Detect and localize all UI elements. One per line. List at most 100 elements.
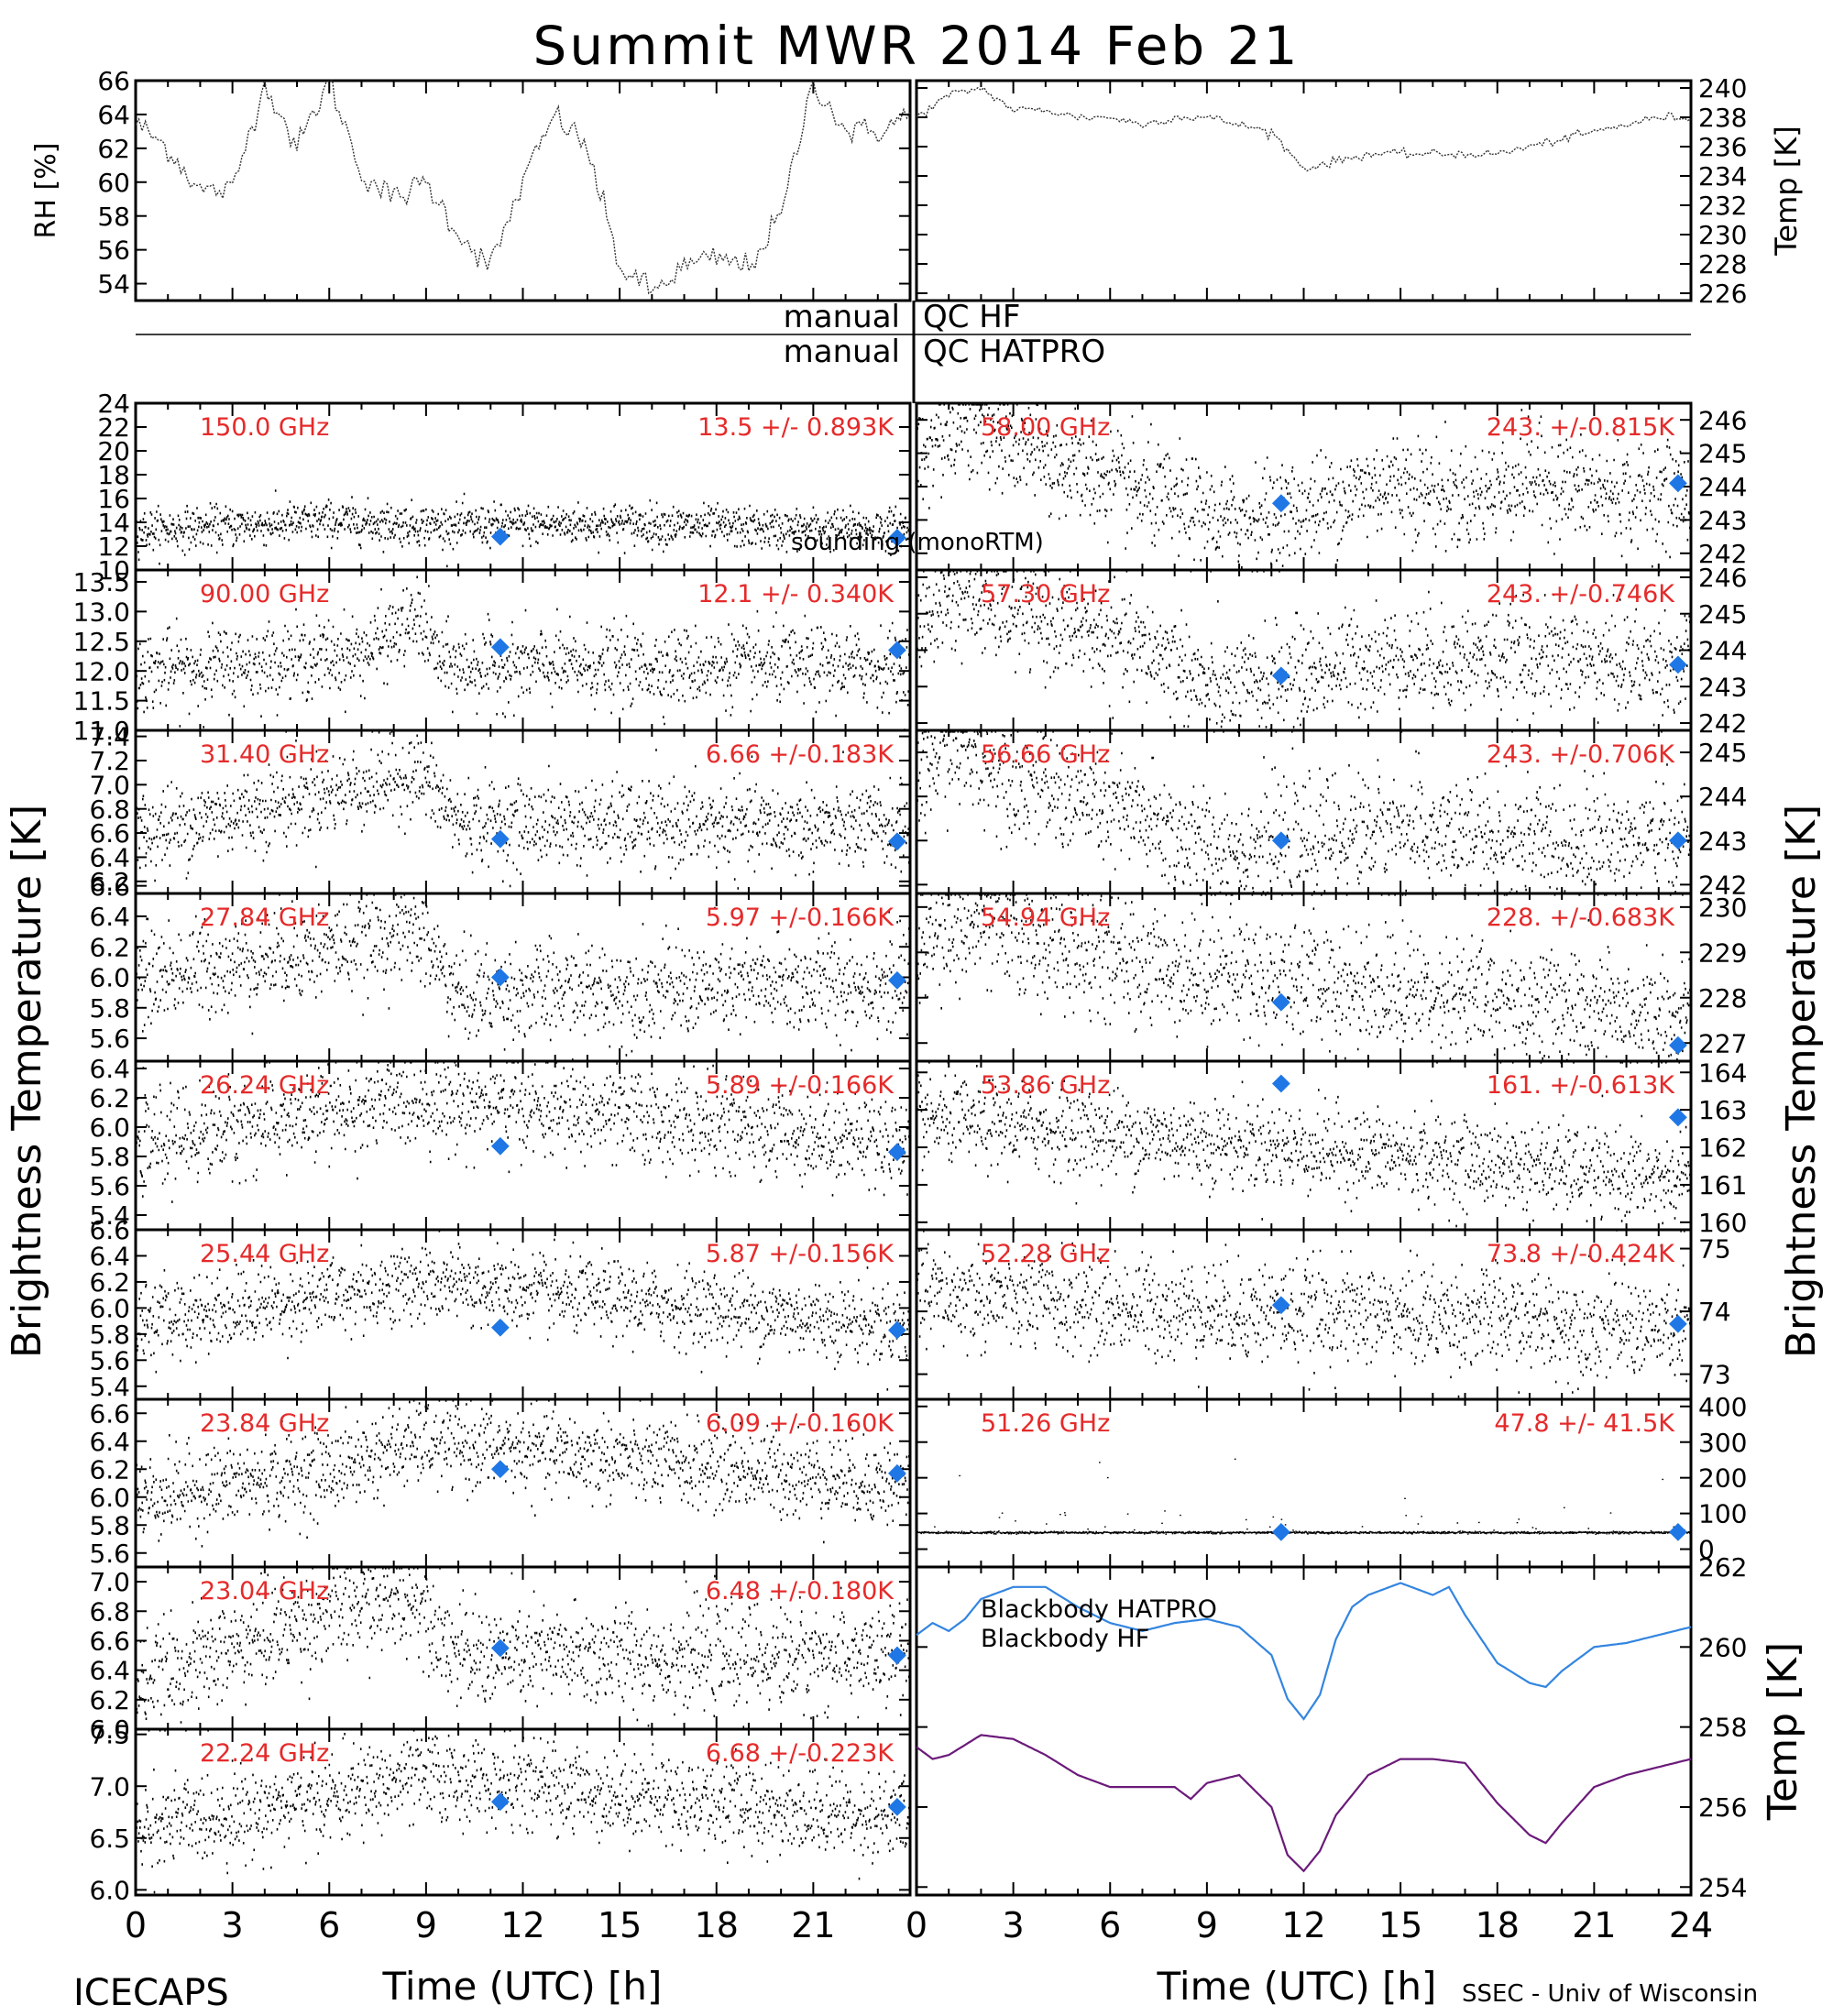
y-tick-label: 22: [97, 412, 130, 443]
y-tick-label: 13.5: [73, 567, 130, 597]
y-tick-label: 6.4: [89, 843, 130, 873]
stats-label: 73.8 +/-0.424K: [1487, 1240, 1675, 1268]
y-tick-label: 16: [97, 484, 130, 514]
y-tick-label: 6.2: [89, 1083, 130, 1113]
stats-label: 6.09 +/-0.160K: [706, 1409, 895, 1438]
sounding-point: [1271, 1522, 1290, 1541]
y-tick-label: 6.0: [89, 1112, 130, 1143]
sounding-point: [1271, 1296, 1290, 1315]
y-tick-label: 6.4: [89, 1242, 130, 1272]
panel-51.26-ghz: 0 100 200 300 400 51.26 GHz 47.8 +/- 41.5K: [915, 1392, 1747, 1569]
sounding-point: [490, 1136, 510, 1156]
obs-points: [135, 1230, 911, 1391]
sounding-point: [1271, 1074, 1290, 1093]
panel-22.24-ghz: 6.0 6.5 7.0 7.5 22.24 GHz 6.68 +/-0.223K: [89, 1720, 912, 1905]
y-axis-label-right: Brightness Temperature [K]: [1778, 805, 1825, 1358]
y-tick-label: 240: [1698, 73, 1747, 104]
stats-label: 5.89 +/-0.166K: [706, 1071, 895, 1100]
sounding-point: [490, 1460, 510, 1479]
y-tick-label: 6.8: [89, 1596, 130, 1627]
freq-label: 27.84 GHz: [200, 904, 329, 932]
blackbody-axis-label: Temp [K]: [1760, 1642, 1806, 1821]
obs-points: [916, 1458, 1692, 1535]
y-tick-label: 14: [97, 508, 130, 538]
stats-label: 243. +/-0.815K: [1487, 413, 1675, 442]
y-tick-label: 6.6: [89, 1215, 130, 1245]
temp-line: [916, 86, 1692, 172]
freq-label: 57.30 GHz: [981, 580, 1110, 608]
y-tick-label: 246: [1698, 563, 1747, 593]
y-tick-label: 254: [1698, 1872, 1747, 1902]
freq-label: 58.00 GHz: [981, 413, 1110, 442]
y-tick-label: 243: [1698, 672, 1747, 702]
stats-label: 161. +/-0.613K: [1487, 1071, 1675, 1100]
obs-points: [135, 1729, 911, 1894]
stats-label: 13.5 +/- 0.893K: [697, 413, 895, 442]
freq-label: 52.28 GHz: [981, 1240, 1110, 1268]
sounding-point: [888, 1797, 906, 1816]
sounding-point: [888, 529, 906, 547]
y-tick-label: 258: [1698, 1713, 1747, 1743]
y-tick-label: 246: [1698, 405, 1747, 435]
y-tick-label: 62: [97, 134, 130, 164]
y-tick-label: 242: [1698, 708, 1747, 739]
freq-label: 90.00 GHz: [200, 580, 329, 608]
y-tick-label: 6.0: [89, 963, 130, 993]
stats-label: 243. +/-0.746K: [1487, 580, 1675, 608]
y-tick-label: 6.0: [89, 1715, 130, 1745]
x-tick-label-right: 9: [1196, 1905, 1218, 1945]
freq-label: 53.86 GHz: [981, 1071, 1110, 1100]
y-tick-label: 244: [1698, 636, 1747, 666]
sounding-point: [888, 832, 906, 851]
y-tick-label: 12: [97, 531, 130, 562]
blackbody-hf-line: [916, 1734, 1692, 1873]
y-tick-label: 5.4: [89, 1200, 130, 1231]
y-tick-label: 245: [1698, 738, 1747, 768]
y-tick-label: 161: [1698, 1170, 1747, 1200]
y-tick-label: 56: [97, 236, 130, 266]
y-tick-label: 238: [1698, 103, 1747, 133]
sounding-point: [888, 1646, 906, 1665]
y-tick-label: 243: [1698, 505, 1747, 535]
y-tick-label: 5.4: [89, 1372, 130, 1402]
y-tick-label: 260: [1698, 1632, 1747, 1662]
obs-points: [916, 1061, 1692, 1233]
y-tick-label: 6.4: [89, 1656, 130, 1686]
panel-52.28-ghz: 73 74 75 52.28 GHz 73.8 +/-0.424K: [915, 1228, 1731, 1401]
x-tick-label-right: 3: [1003, 1905, 1025, 1945]
freq-label: 150.0 GHz: [200, 413, 329, 442]
freq-label: 26.24 GHz: [200, 1071, 329, 1100]
y-tick-label: 243: [1698, 826, 1747, 856]
qc-manual-label: manual: [784, 299, 900, 335]
y-tick-label: 6.2: [89, 1454, 130, 1485]
x-tick-label-left: 12: [500, 1905, 544, 1945]
y-tick-label: 64: [97, 100, 130, 130]
y-tick-label: 12.0: [73, 656, 130, 686]
sounding-point: [888, 641, 906, 660]
y-tick-label: 226: [1698, 279, 1747, 309]
sounding-point: [490, 638, 510, 657]
obs-points: [135, 575, 911, 733]
y-tick-label: 0: [1698, 1535, 1715, 1565]
obs-points: [135, 489, 911, 568]
sounding-point: [1669, 1522, 1687, 1541]
panel-25.44-ghz: 5.45.65.86.06.26.46.6 25.44 GHz 5.87 +/-0.…: [89, 1215, 912, 1402]
y-tick-label: 10: [97, 555, 130, 586]
sounding-point: [490, 829, 510, 849]
y-tick-label: 18: [97, 460, 130, 490]
x-tick-label-left: 6: [318, 1905, 340, 1945]
freq-label: 22.24 GHz: [200, 1739, 329, 1768]
x-tick-label-right: 12: [1281, 1905, 1325, 1945]
y-tick-label: 58: [97, 202, 130, 232]
plot-frame: [915, 79, 1693, 302]
y-tick-label: 6.2: [89, 867, 130, 897]
y-axis-label-left: Brightness Temperature [K]: [4, 805, 50, 1358]
y-tick-label: 6.6: [89, 818, 130, 849]
y-tick-label: 6.4: [89, 902, 130, 932]
stats-label: 47.8 +/- 41.5K: [1494, 1409, 1675, 1438]
y-tick-label: 20: [97, 436, 130, 466]
sounding-point: [490, 1638, 510, 1658]
y-tick-label: 7.0: [89, 770, 130, 800]
obs-points: [135, 1399, 911, 1548]
